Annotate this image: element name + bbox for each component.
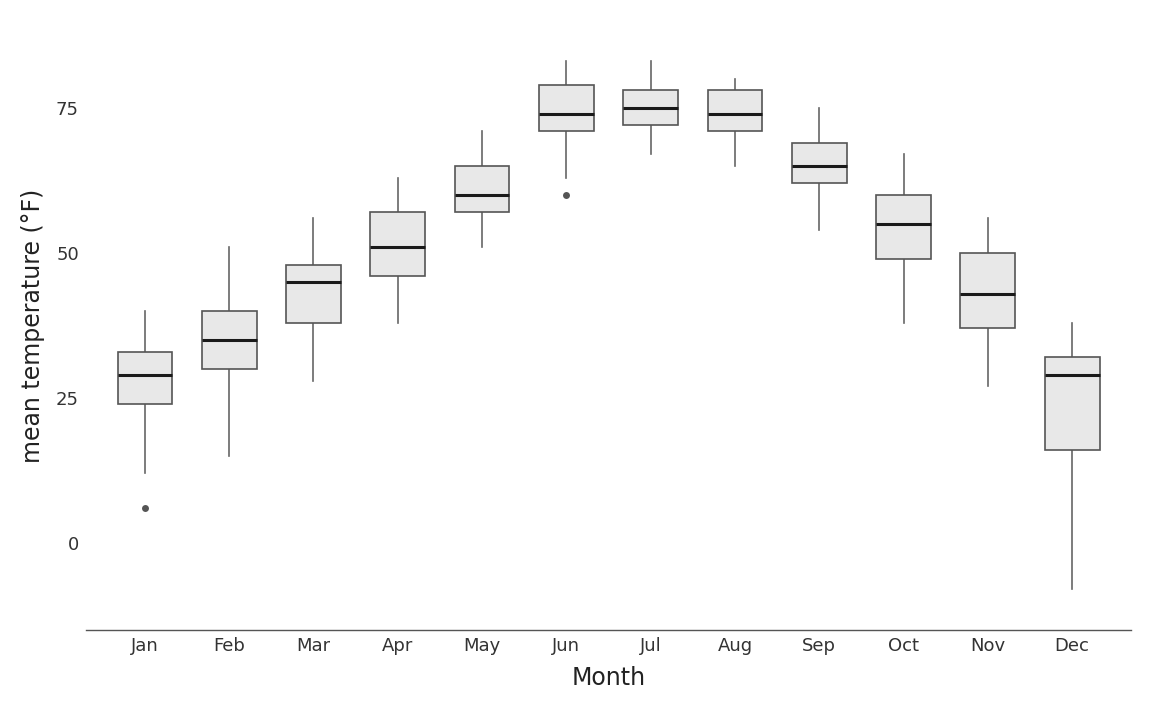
Bar <box>455 166 509 213</box>
Bar <box>961 253 1015 328</box>
X-axis label: Month: Month <box>571 666 645 690</box>
Bar <box>707 90 763 131</box>
Y-axis label: mean temperature (°F): mean temperature (°F) <box>21 188 45 463</box>
Bar <box>1045 358 1099 450</box>
Bar <box>118 351 173 404</box>
Bar <box>202 311 257 369</box>
Bar <box>791 143 847 183</box>
Bar <box>623 90 679 125</box>
Bar <box>286 264 341 323</box>
Bar <box>371 213 425 276</box>
Bar <box>539 85 593 131</box>
Bar <box>877 195 931 259</box>
